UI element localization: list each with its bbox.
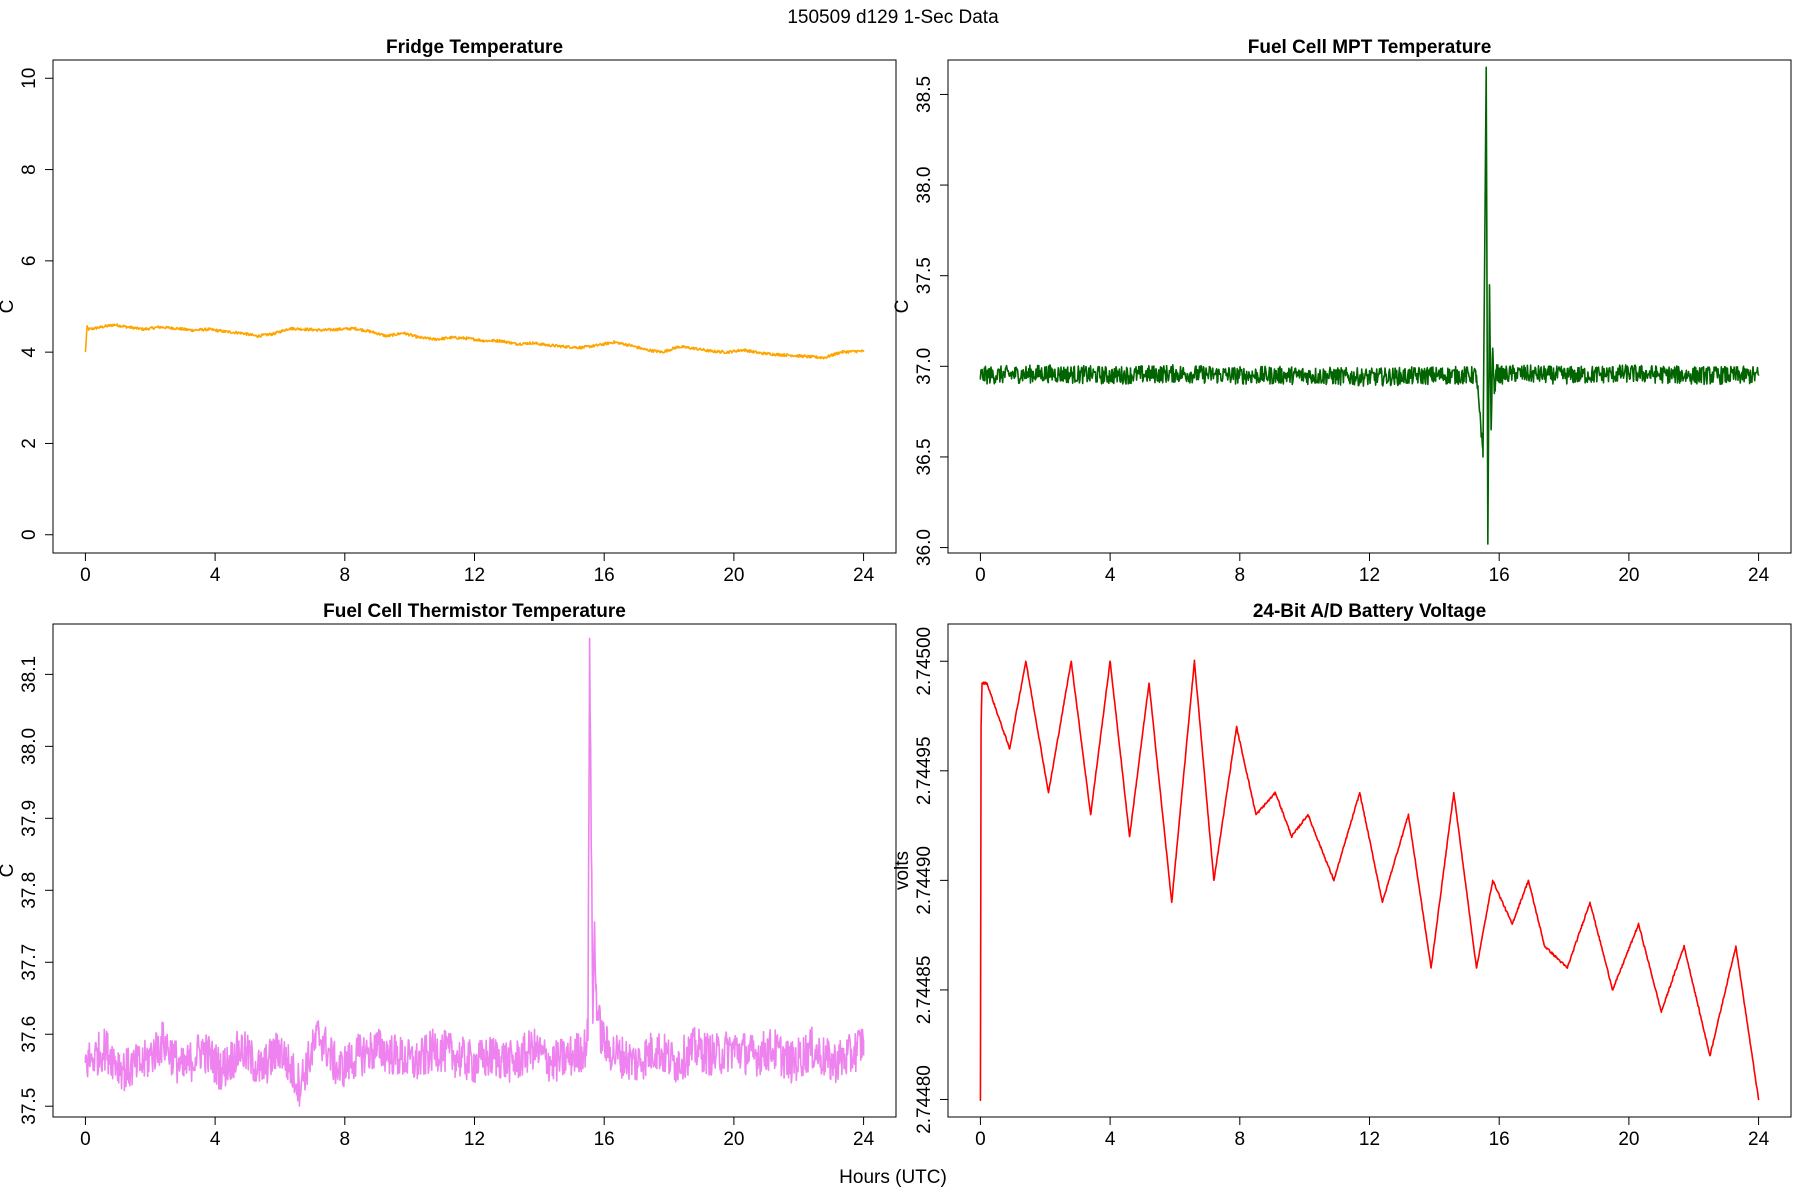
y-tick-label: 37.5: [914, 257, 935, 294]
x-tick-label: 4: [210, 565, 221, 586]
figure-title: 150509 d129 1-Sec Data: [787, 7, 999, 28]
y-tick-label: 4: [19, 346, 40, 357]
x-tick-label: 0: [80, 1129, 91, 1150]
x-tick-label: 4: [1105, 1129, 1116, 1150]
x-tick-label: 16: [594, 1129, 615, 1150]
x-tick-label: 24: [853, 1129, 875, 1150]
chart-title: 24-Bit A/D Battery Voltage: [1253, 601, 1486, 622]
y-tick-label: 37.6: [19, 1016, 40, 1053]
y-axis-label: C: [0, 864, 18, 878]
x-tick-label: 8: [340, 565, 351, 586]
y-tick-label: 0: [19, 529, 40, 540]
x-tick-label: 12: [1359, 565, 1380, 586]
x-tick-label: 0: [80, 565, 91, 586]
chart-panel: Fuel Cell MPT Temperature C 0 4 8 12 16 20 24 36.…: [892, 37, 1792, 586]
x-tick-label: 24: [853, 565, 875, 586]
y-axis-label: C: [892, 300, 913, 314]
chart-panel: 24-Bit A/D Battery Voltage volts 0 4 8 12 16 20…: [892, 601, 1792, 1150]
y-tick-label: 2.74490: [914, 846, 935, 915]
series-line: [84, 323, 865, 360]
x-tick-label: 24: [1748, 565, 1770, 586]
y-tick-label: 2.74495: [914, 736, 935, 805]
y-tick-label: 10: [19, 68, 40, 89]
x-tick-label: 12: [1359, 1129, 1380, 1150]
x-tick-label: 0: [975, 565, 986, 586]
plot-frame: [947, 623, 1792, 1118]
x-tick-label: 8: [340, 1129, 351, 1150]
x-tick-label: 12: [464, 565, 485, 586]
y-tick-label: 37.0: [914, 348, 935, 385]
x-tick-label: 16: [594, 565, 615, 586]
series-line: [979, 659, 1760, 1102]
y-tick-label: 2.74500: [914, 627, 935, 696]
figure-x-axis-label: Hours (UTC): [839, 1167, 947, 1188]
x-tick-label: 4: [1105, 565, 1116, 586]
y-tick-label: 38.1: [19, 656, 40, 693]
y-tick-label: 2.74485: [914, 956, 935, 1025]
chart-title: Fridge Temperature: [386, 37, 563, 58]
y-tick-label: 37.5: [19, 1088, 40, 1125]
y-tick-label: 8: [19, 164, 40, 175]
x-tick-label: 20: [1618, 565, 1639, 586]
series-line: [84, 637, 865, 1107]
y-tick-label: 38.0: [19, 728, 40, 765]
y-axis-label: C: [0, 300, 18, 314]
chart-panel: Fuel Cell Thermistor Temperature C 0 4 8 12 16…: [0, 601, 897, 1150]
y-tick-label: 38.5: [914, 76, 935, 113]
y-tick-label: 2: [19, 438, 40, 449]
plot-frame: [52, 59, 897, 554]
x-tick-label: 16: [1489, 1129, 1510, 1150]
chart-title: Fuel Cell MPT Temperature: [1248, 37, 1492, 58]
y-tick-label: 36.0: [914, 529, 935, 566]
x-tick-label: 0: [975, 1129, 986, 1150]
x-tick-label: 24: [1748, 1129, 1770, 1150]
y-tick-label: 37.7: [19, 944, 40, 981]
y-axis-label: volts: [892, 851, 913, 890]
chart-panel: Fridge TemperatureC048121620240246810: [0, 37, 897, 586]
x-tick-label: 20: [723, 565, 744, 586]
x-tick-label: 8: [1235, 565, 1246, 586]
x-tick-label: 8: [1235, 1129, 1246, 1150]
chart-panels: Fridge TemperatureC048121620240246810Fue…: [0, 37, 1792, 1150]
x-tick-label: 12: [464, 1129, 485, 1150]
chart-title: Fuel Cell Thermistor Temperature: [323, 601, 626, 622]
y-tick-label: 2.74480: [914, 1065, 935, 1134]
plot-frame: [947, 59, 1792, 554]
y-tick-label: 6: [19, 256, 40, 267]
x-tick-label: 4: [210, 1129, 221, 1150]
series-line: [979, 66, 1760, 545]
x-tick-label: 16: [1489, 565, 1510, 586]
x-tick-label: 20: [723, 1129, 744, 1150]
y-tick-label: 38.0: [914, 167, 935, 204]
y-tick-label: 37.9: [19, 800, 40, 837]
x-tick-label: 20: [1618, 1129, 1639, 1150]
y-tick-label: 36.5: [914, 438, 935, 475]
y-tick-label: 37.8: [19, 872, 40, 909]
